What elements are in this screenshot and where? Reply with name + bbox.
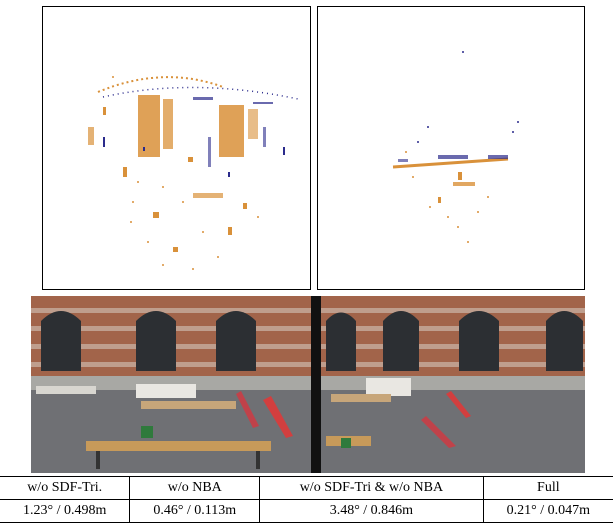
header-wo-nba: w/o NBA bbox=[129, 476, 260, 500]
courtyard-photo-right bbox=[321, 296, 585, 473]
header-wo-both: w/o SDF-Tri & w/o NBA bbox=[259, 476, 484, 500]
header-full: Full bbox=[482, 476, 613, 500]
table-value-row: 1.23° / 0.498m 0.46° / 0.113m 3.48° / 0.… bbox=[0, 499, 613, 523]
point-cloud-left-icon bbox=[88, 76, 299, 270]
value-full: 0.21° / 0.047m bbox=[482, 499, 613, 523]
courtyard-photo-left bbox=[31, 296, 311, 473]
value-wo-both: 3.48° / 0.846m bbox=[259, 499, 484, 523]
header-wo-sdf-tri: w/o SDF-Tri. bbox=[0, 476, 130, 500]
value-wo-nba: 0.46° / 0.113m bbox=[129, 499, 260, 523]
table-header-row: w/o SDF-Tri. w/o NBA w/o SDF-Tri & w/o N… bbox=[0, 476, 613, 500]
point-cloud-right-icon bbox=[392, 51, 519, 243]
value-wo-sdf-tri: 1.23° / 0.498m bbox=[0, 499, 130, 523]
point-cloud-panel-right bbox=[317, 6, 585, 290]
ablation-results-table: w/o SDF-Tri. w/o NBA w/o SDF-Tri & w/o N… bbox=[0, 476, 613, 523]
courtyard-left-icon bbox=[31, 296, 311, 473]
photo-divider bbox=[311, 296, 321, 473]
point-cloud-panel-left bbox=[42, 6, 311, 290]
courtyard-right-icon bbox=[321, 296, 585, 473]
